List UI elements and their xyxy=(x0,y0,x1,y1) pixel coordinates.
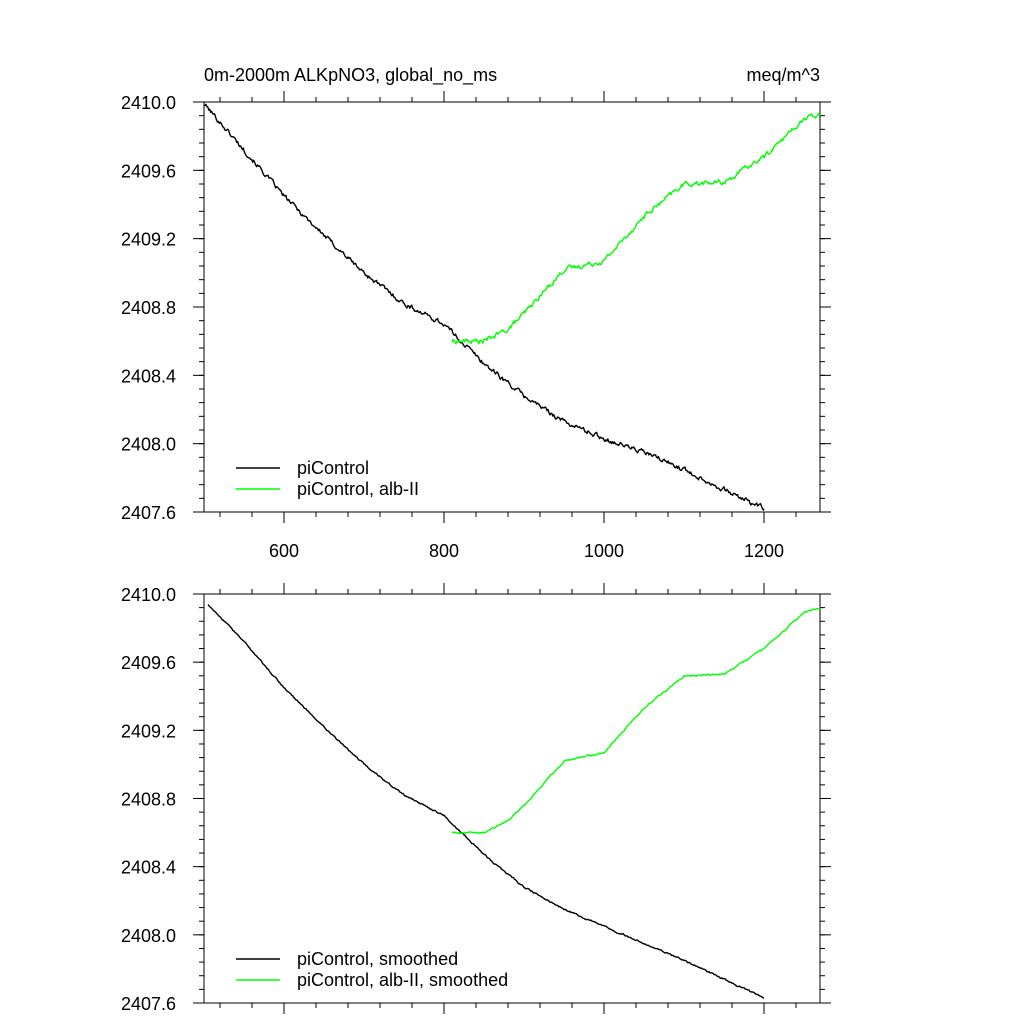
y-tick-label: 2408.0 xyxy=(121,435,176,455)
y-tick-label: 2408.4 xyxy=(121,858,176,878)
y-tick-label: 2407.6 xyxy=(121,994,176,1014)
y-tick-label: 2408.8 xyxy=(121,790,176,810)
y-tick-label: 2408.4 xyxy=(121,366,176,386)
chart-title-units: meq/m^3 xyxy=(747,65,820,85)
y-tick-label: 2408.8 xyxy=(121,298,176,318)
y-tick-label: 2409.6 xyxy=(121,653,176,673)
x-tick-label: 600 xyxy=(269,541,299,561)
series-line-picontrol-alb-ii xyxy=(451,607,821,835)
y-tick-label: 2409.6 xyxy=(121,161,176,181)
series-line-picontrol xyxy=(207,604,765,999)
series-line-picontrol xyxy=(203,103,765,511)
y-tick-label: 2407.6 xyxy=(121,503,176,523)
legend-label: piControl, alb-II xyxy=(297,479,419,499)
bottom-panel: 2407.6 2408.0 2408.4 2408.8 2409.2 2409.6 2410… xyxy=(121,583,831,1014)
legend-label: piControl xyxy=(297,458,369,478)
x-tick-label: 1000 xyxy=(584,541,624,561)
x-tick-label: 1200 xyxy=(744,541,784,561)
x-tick-label: 800 xyxy=(429,541,459,561)
y-tick-label: 2409.2 xyxy=(121,230,176,250)
top-panel: 0m-2000m ALKpNO3, global_no_ms meq/m^3 6… xyxy=(121,65,831,561)
series-line-picontrol-alb-ii xyxy=(451,112,821,345)
y-tick-label: 2409.2 xyxy=(121,721,176,741)
y-tick-label: 2410.0 xyxy=(121,585,176,605)
legend-label: piControl, alb-II, smoothed xyxy=(297,970,508,990)
legend-label: piControl, smoothed xyxy=(297,949,458,969)
chart-title-left: 0m-2000m ALKpNO3, global_no_ms xyxy=(204,65,497,86)
y-tick-label: 2408.0 xyxy=(121,926,176,946)
y-tick-label: 2410.0 xyxy=(121,93,176,113)
